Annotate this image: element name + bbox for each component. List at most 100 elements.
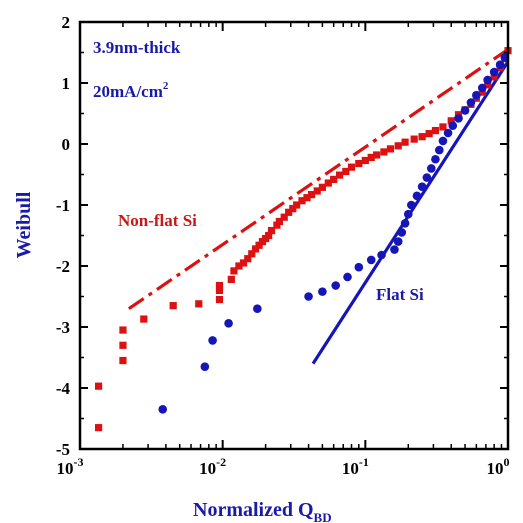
fit-line-nonflat-si bbox=[127, 48, 509, 311]
nonflat-si-point bbox=[431, 126, 440, 135]
flat-si-point bbox=[448, 121, 458, 130]
flat-si-point bbox=[331, 281, 341, 290]
nonflat-si-point bbox=[119, 326, 127, 334]
data-points bbox=[94, 47, 512, 432]
flat-si-point bbox=[435, 145, 444, 155]
x-tick-label-base: 10 bbox=[57, 459, 74, 478]
nonflat-si-point bbox=[342, 167, 350, 176]
annotation-current-exp: 2 bbox=[163, 80, 169, 92]
flat-si-point bbox=[208, 336, 217, 345]
nonflat-si-point bbox=[439, 123, 447, 131]
nonflat-si-point bbox=[215, 281, 224, 290]
nonflat-si-point bbox=[447, 117, 455, 125]
flat-si-point bbox=[460, 106, 470, 115]
nonflat-si-point bbox=[195, 300, 203, 308]
nonflat-si-point bbox=[386, 145, 395, 153]
flat-si-point bbox=[412, 191, 422, 201]
nonflat-si-point bbox=[490, 73, 498, 81]
annotation-current-density: 20mA/cm2 bbox=[93, 80, 169, 101]
nonflat-si-point bbox=[251, 245, 260, 253]
y-tick-label-1: 1 bbox=[62, 74, 71, 93]
nonflat-si-point bbox=[230, 267, 238, 275]
nonflat-si-point bbox=[140, 315, 148, 323]
nonflat-si-point bbox=[265, 231, 273, 240]
nonflat-si-point bbox=[239, 259, 248, 267]
nonflat-si-point bbox=[355, 159, 363, 168]
x-tick-label-base: 10 bbox=[199, 459, 216, 478]
x-tick-label-exp: -2 bbox=[216, 455, 226, 469]
flat-si-point bbox=[422, 173, 432, 182]
nonflat-si-point bbox=[367, 153, 375, 162]
nonflat-si-point bbox=[94, 382, 103, 390]
nonflat-si-point bbox=[235, 262, 243, 270]
x-tick-label-base: 10 bbox=[342, 459, 359, 478]
flat-si-point bbox=[443, 128, 453, 138]
nonflat-si-point bbox=[347, 163, 356, 171]
y-tick-label-5: -3 bbox=[56, 318, 70, 337]
x-tick-label-base: 10 bbox=[487, 459, 504, 478]
nonflat-si-point bbox=[410, 135, 418, 143]
nonflat-si-point bbox=[255, 241, 263, 249]
x-tick-label-exp: -3 bbox=[74, 455, 84, 469]
nonflat-si-point bbox=[425, 130, 433, 138]
label-flat-si: Flat Si bbox=[376, 285, 424, 304]
nonflat-si-point bbox=[215, 286, 224, 294]
flat-si-point bbox=[224, 319, 233, 328]
axis-ticks: 210-1-2-3-4-510-3 10-2 10-1 100 bbox=[56, 13, 510, 478]
nonflat-si-point bbox=[307, 191, 316, 199]
x-tick-label-exp: 0 bbox=[504, 455, 510, 469]
nonflat-si-point bbox=[330, 175, 338, 183]
annotation-current-base: 20mA/cm bbox=[93, 82, 163, 101]
flat-si-point bbox=[427, 164, 436, 173]
nonflat-si-point bbox=[94, 424, 103, 432]
nonflat-si-point bbox=[313, 187, 321, 195]
flat-si-point bbox=[417, 182, 427, 191]
flat-si-point bbox=[438, 136, 448, 146]
flat-si-point bbox=[158, 405, 168, 414]
x-axis-title-sub: BD bbox=[314, 510, 332, 523]
flat-si-point bbox=[390, 245, 399, 254]
nonflat-si-point bbox=[394, 142, 402, 150]
flat-si-point bbox=[495, 60, 505, 69]
nonflat-si-point bbox=[275, 217, 284, 226]
nonflat-si-point bbox=[318, 183, 326, 191]
x-axis-title: Normalized QBD bbox=[193, 499, 332, 523]
x-tick-label-exp: -1 bbox=[359, 455, 369, 469]
nonflat-si-point bbox=[324, 179, 332, 187]
flat-si-point bbox=[403, 209, 413, 219]
nonflat-si-point bbox=[227, 275, 235, 284]
y-axis-title: Weibull bbox=[13, 191, 35, 258]
flat-si-point bbox=[466, 98, 476, 107]
flat-si-point bbox=[354, 262, 364, 272]
nonflat-si-point bbox=[303, 194, 311, 202]
nonflat-si-point bbox=[273, 221, 281, 229]
nonflat-si-point bbox=[267, 227, 276, 235]
flat-si-point bbox=[483, 75, 492, 85]
x-tick-label-3: 100 bbox=[487, 455, 510, 478]
x-axis-title-main: Normalized Q bbox=[193, 499, 314, 521]
flat-si-point bbox=[304, 292, 313, 301]
flat-si-point bbox=[393, 237, 403, 246]
y-tick-label-7: -5 bbox=[56, 440, 70, 459]
y-tick-label-4: -2 bbox=[56, 257, 70, 276]
flat-si-point bbox=[477, 83, 487, 93]
nonflat-si-point bbox=[285, 208, 293, 216]
nonflat-si-point bbox=[401, 138, 409, 146]
flat-si-point bbox=[200, 362, 210, 371]
nonflat-si-point bbox=[289, 205, 297, 213]
y-tick-label-6: -4 bbox=[56, 379, 71, 398]
nonflat-si-point bbox=[119, 341, 127, 349]
flat-si-point bbox=[377, 250, 386, 260]
x-tick-label-1: 10-2 bbox=[199, 455, 226, 478]
x-tick-label-0: 10-3 bbox=[57, 455, 84, 478]
nonflat-si-point bbox=[280, 213, 288, 221]
nonflat-si-point bbox=[380, 148, 388, 156]
label-nonflat-si: Non-flat Si bbox=[118, 211, 197, 230]
flat-si-point bbox=[431, 154, 440, 164]
flat-si-point bbox=[343, 272, 352, 282]
y-tick-label-2: 0 bbox=[62, 135, 71, 154]
flat-si-point bbox=[454, 114, 463, 123]
nonflat-si-point bbox=[298, 197, 306, 205]
nonflat-si-point bbox=[119, 356, 127, 365]
